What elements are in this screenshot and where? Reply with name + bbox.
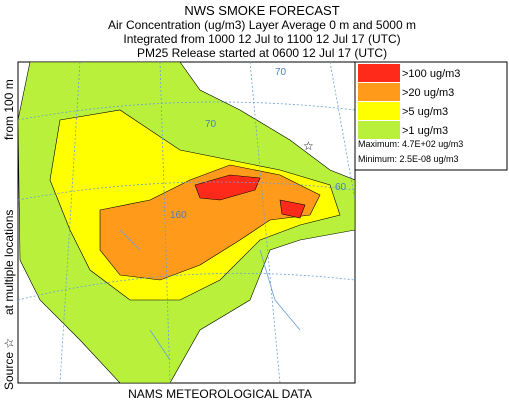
legend-swatch: [358, 121, 400, 139]
legend-minimum: Minimum: 2.5E-08 ug/m3: [358, 154, 459, 164]
rivers: [119, 229, 301, 361]
map-label: 70: [275, 67, 287, 78]
legend-label: >1 ug/m3: [402, 125, 448, 137]
smoke-gt20: [99, 164, 321, 281]
side-text: at multiple locations: [2, 210, 16, 315]
side-labels: Source ☆ at multiple locations from 100 …: [2, 79, 16, 390]
legend-maximum: Maximum: 4.7E+02 ug/m3: [358, 139, 463, 149]
graticule: [18, 62, 355, 383]
side-text: from 100 m: [2, 79, 16, 140]
header-line: Air Concentration (ug/m3) Layer Average …: [108, 18, 416, 32]
map: 70 70 160 60 ☆: [17, 61, 356, 384]
title: NWS SMOKE FORECAST: [184, 3, 339, 18]
smoke-gt100: [194, 174, 306, 219]
source-star: ☆: [303, 139, 314, 153]
legend-swatch: [358, 83, 400, 101]
header-line: PM25 Release started at 0600 12 Jul 17 (…: [137, 46, 387, 60]
map-label: 160: [170, 210, 187, 221]
legend-swatch: [358, 102, 400, 120]
header-line: Integrated from 1000 12 Jul to 1100 12 J…: [123, 32, 400, 46]
map-label: 60: [335, 182, 347, 193]
footer: NAMS METEOROLOGICAL DATA: [128, 387, 312, 401]
map-label: 70: [205, 119, 217, 130]
legend-label: >20 ug/m3: [402, 87, 454, 99]
legend-label: >100 ug/m3: [402, 68, 460, 80]
side-text: Source ☆: [2, 338, 16, 390]
legend: >100 ug/m3 >20 ug/m3 >5 ug/m3 >1 ug/m3 Maxim…: [354, 61, 508, 171]
legend-label: >5 ug/m3: [402, 106, 448, 118]
legend-swatch: [358, 64, 400, 82]
